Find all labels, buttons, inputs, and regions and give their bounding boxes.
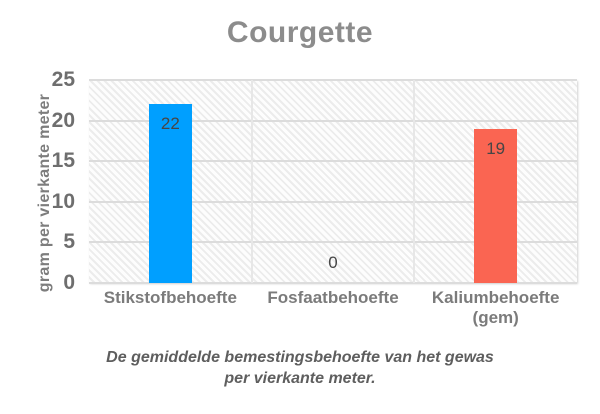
y-tick-15: 15 [51, 149, 75, 173]
bar-kaliumbehoefte-gem [474, 128, 518, 283]
plot-area: 22 0 19 [89, 79, 577, 284]
caption: De gemiddelde bemestingsbehoefte van het… [0, 347, 600, 389]
x-label-line: Fosfaatbehoefte [267, 288, 399, 307]
caption-line-2: per vierkante meter. [224, 370, 376, 387]
gridline-10 [89, 200, 577, 203]
x-label-line: Stikstofbehoefte [103, 288, 237, 307]
x-label-line: Kaliumbehoefte [431, 288, 560, 307]
y-tick-10: 10 [51, 189, 75, 213]
x-label-stikstofbehoefte: Stikstofbehoefte [89, 288, 252, 328]
y-tick-25: 25 [51, 68, 75, 91]
value-label-kaliumbehoefte-gem: 19 [486, 138, 506, 158]
gridline-0 [89, 282, 577, 284]
value-label-fosfaatbehoefte: 0 [328, 253, 338, 272]
value-label-stikstofbehoefte: 22 [160, 114, 180, 134]
chart-title: Courgette [226, 16, 374, 49]
gridline-25 [89, 79, 577, 81]
category-separator [413, 80, 416, 283]
category-separator [250, 80, 253, 283]
x-axis-labels: Stikstofbehoefte Fosfaatbehoefte Kaliumbeh… [89, 288, 577, 328]
x-label-kaliumbehoefte-gem: Kaliumbehoefte (gem) [414, 288, 577, 328]
y-tick-20: 20 [51, 108, 75, 132]
gridline-20 [89, 119, 577, 122]
bar-stikstofbehoefte [148, 104, 192, 283]
y-axis-ticks: 0 5 10 15 20 25 [38, 68, 75, 294]
gridline-15 [89, 160, 577, 163]
x-label-fosfaatbehoefte: Fosfaatbehoefte [252, 288, 415, 328]
y-tick-5: 5 [63, 230, 75, 254]
gridline-5 [89, 241, 577, 244]
caption-line-1: De gemiddelde bemestingsbehoefte van het… [106, 349, 494, 366]
x-label-line: (gem) [472, 308, 519, 327]
y-tick-0: 0 [63, 271, 75, 294]
